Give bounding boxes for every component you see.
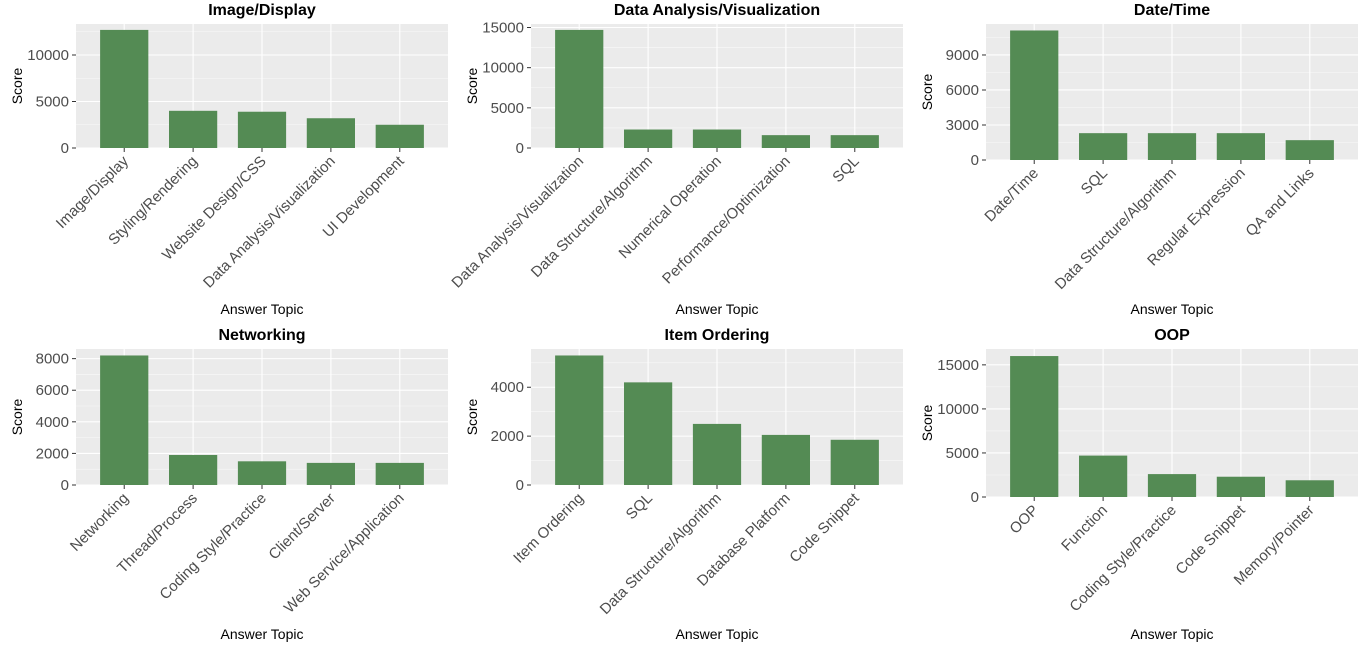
bar [692,423,742,485]
y-axis-title: Score [919,74,935,111]
x-category-label: Code Snippet [786,489,863,566]
bar [761,135,810,148]
bar [1216,476,1265,497]
panel-title: Networking [218,327,305,344]
x-category-label: Data Analysis/Visualization [448,153,587,292]
x-category-label: QA and Links [1242,165,1317,240]
panel-title: Image/Display [208,2,316,19]
y-tick-label: 4000 [491,379,524,396]
y-tick-label: 5000 [36,94,69,111]
x-category-label: SQL [1078,165,1111,198]
panel-title: Date/Time [1134,2,1210,19]
y-tick-label: 10000 [27,47,69,64]
bar [692,129,742,148]
bar [555,29,604,148]
bar [761,434,810,485]
y-tick-label: 2000 [36,445,69,462]
x-axis-title: Answer Topic [675,626,758,642]
bar [1285,140,1334,160]
x-axis-title: Answer Topic [1130,626,1213,642]
y-tick-label: 15000 [482,19,524,36]
y-tick-label: 15000 [937,357,979,374]
x-category-label: Data Structure/Algorithm [528,153,656,281]
bar [169,454,218,485]
x-category-label: Web Service/Application [281,490,408,617]
x-category-label: Client/Server [265,490,338,563]
y-tick-label: 6000 [946,82,979,99]
y-axis-title: Score [464,68,480,105]
y-tick-label: 5000 [946,445,979,462]
y-tick-label: 0 [516,477,524,494]
bar [306,118,355,148]
y-axis-title: Score [464,399,480,436]
bar [237,461,287,485]
y-tick-label: 0 [61,477,69,494]
bar [1147,133,1197,160]
x-category-label: Code Snippet [1172,501,1249,578]
x-category-label: Date/Time [981,165,1042,226]
bar [1285,480,1334,497]
x-axis-title: Answer Topic [220,626,303,642]
chart-panel: 0500010000Image/DisplayStyling/Rendering… [9,2,448,317]
bar [1079,455,1128,497]
x-category-label: Networking [67,490,132,555]
bar [624,382,673,485]
x-category-label: Data Analysis/Visualization [200,153,339,292]
y-tick-label: 0 [971,489,979,506]
y-tick-label: 0 [61,140,69,157]
x-category-label: SQL [623,490,656,523]
bar [1010,356,1059,497]
y-tick-label: 5000 [491,100,524,117]
y-axis-title: Score [9,68,25,105]
bar [100,355,149,485]
y-tick-label: 6000 [36,382,69,399]
x-category-label: OOP [1006,502,1042,538]
chart-panel: 02000400060008000NetworkingThread/Proces… [9,327,448,642]
bar [237,111,287,148]
x-category-label: Function [1058,502,1111,555]
bar [1216,133,1265,160]
panel-title: OOP [1154,327,1190,344]
bar [555,355,604,485]
y-tick-label: 9000 [946,47,979,64]
y-tick-label: 2000 [491,428,524,445]
x-axis-title: Answer Topic [220,301,303,317]
x-category-label: SQL [829,153,862,186]
bar [830,135,879,148]
y-tick-label: 4000 [36,414,69,431]
chart-panel: 0 5000 10000 15000 Data Analysis/Visualizati… [448,2,903,317]
x-axis-title: Answer Topic [675,301,758,317]
bar [169,110,218,148]
y-tick-label: 10000 [937,401,979,418]
bar [1010,30,1059,160]
bar [375,462,424,485]
bar [1079,133,1128,160]
bar [306,462,355,485]
y-axis-title: Score [9,399,25,436]
panel-title: Data Analysis/Visualization [614,2,820,19]
bar [375,124,424,148]
y-axis-title: Score [919,405,935,442]
panel-title: Item Ordering [665,327,770,344]
x-category-label: Item Ordering [510,490,587,567]
x-category-label: Data Structure/Algorithm [1052,165,1180,293]
y-tick-label: 10000 [482,60,524,77]
y-tick-label: 0 [516,140,524,157]
y-tick-label: 0 [971,152,979,169]
bar [1147,474,1197,497]
bar [100,29,149,148]
x-axis-title: Answer Topic [1130,301,1213,317]
bar [624,129,673,148]
y-tick-label: 8000 [36,351,69,368]
y-tick-label: 3000 [946,117,979,134]
x-category-label: Performance/Optimization [659,153,794,288]
x-category-label: Data Structure/Algorithm [597,490,725,618]
bar [830,439,879,485]
